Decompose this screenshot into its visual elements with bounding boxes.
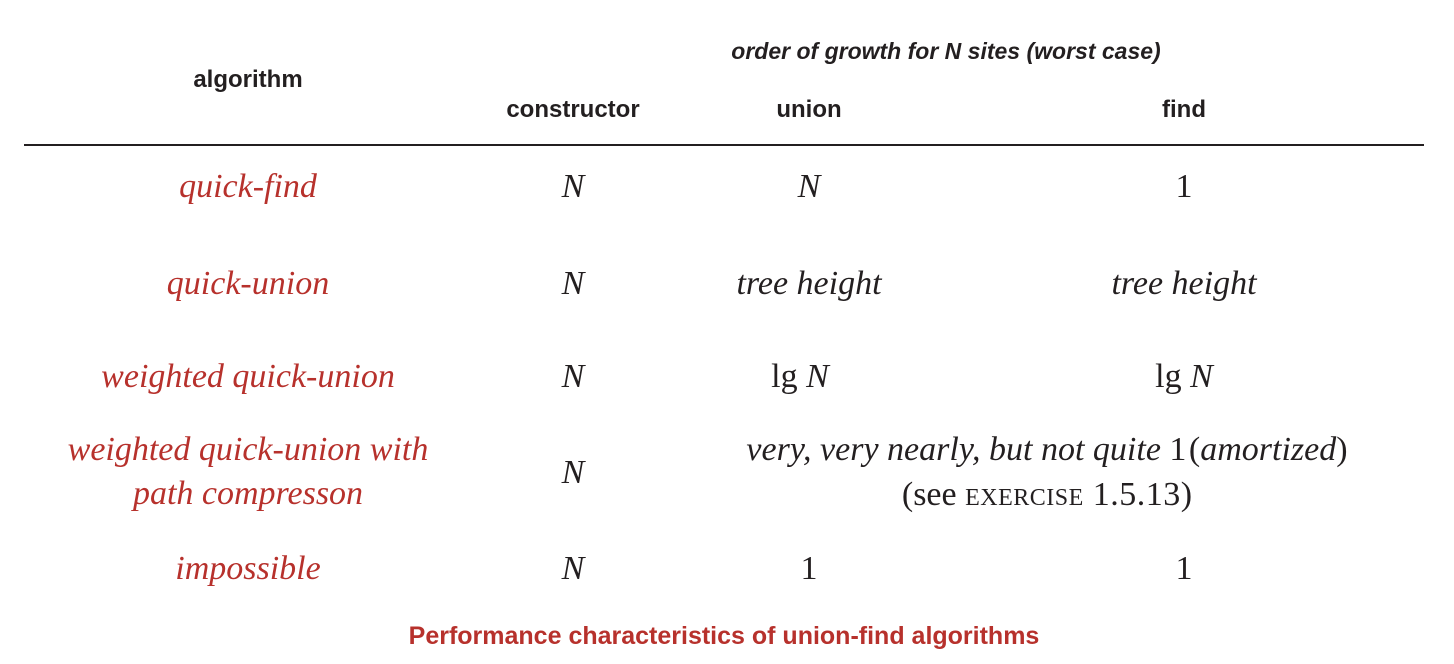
header-find: find: [1162, 96, 1206, 123]
cell-constructor: N: [561, 168, 585, 205]
cell-union: tree height: [736, 265, 882, 302]
cell-find: lg N: [1155, 358, 1213, 396]
cell-constructor: N: [561, 265, 585, 302]
merged-paren-close: ): [1336, 431, 1348, 468]
see-suffix: ): [1180, 476, 1193, 513]
cell-union: lg N: [771, 358, 829, 396]
header-group: order of growth for N sites (worst case): [731, 38, 1161, 64]
algorithm-impossible: impossible: [175, 550, 321, 587]
header-constructor: constructor: [506, 96, 640, 123]
algorithm-line-1: weighted quick-union with: [67, 431, 429, 468]
see-prefix: (see: [901, 476, 966, 513]
cell-see-exercise: (see exercise 1.5.13): [902, 476, 1192, 514]
cell-find: 1: [1175, 168, 1193, 205]
n-label: N: [1190, 358, 1213, 395]
header-algorithm: algorithm: [193, 66, 303, 93]
lg-label: lg: [771, 358, 798, 395]
algorithm-quick-union: quick-union: [166, 265, 330, 302]
cell-constructor: N: [561, 454, 585, 491]
algorithm-weighted-quick-union-path-compression: weighted quick-union with path compresso…: [68, 428, 429, 516]
figure-caption: Performance characteristics of union-fin…: [408, 622, 1040, 650]
algorithm-line-2: path compresson: [132, 475, 364, 512]
merged-text-italic: very, very nearly, but not quite: [746, 431, 1161, 468]
merged-amortized: amortized: [1200, 431, 1337, 468]
header-rule: [24, 144, 1424, 146]
merged-one: 1: [1169, 431, 1187, 468]
algorithm-weighted-quick-union: weighted quick-union: [101, 358, 395, 395]
cell-constructor: N: [561, 550, 585, 587]
cell-find: tree height: [1111, 265, 1257, 302]
cell-constructor: N: [561, 358, 585, 395]
exercise-reference: exercise 1.5.13: [965, 476, 1181, 513]
cell-find: 1: [1175, 550, 1193, 587]
cell-union: 1: [800, 550, 818, 587]
header-union: union: [776, 96, 842, 123]
merged-paren-open: (: [1188, 431, 1201, 468]
algorithm-quick-find: quick-find: [179, 168, 317, 205]
cell-union-find-merged: very, very nearly, but not quite 1 (amor…: [746, 431, 1347, 469]
cell-union: N: [797, 168, 821, 205]
lg-label: lg: [1155, 358, 1182, 395]
n-label: N: [806, 358, 829, 395]
